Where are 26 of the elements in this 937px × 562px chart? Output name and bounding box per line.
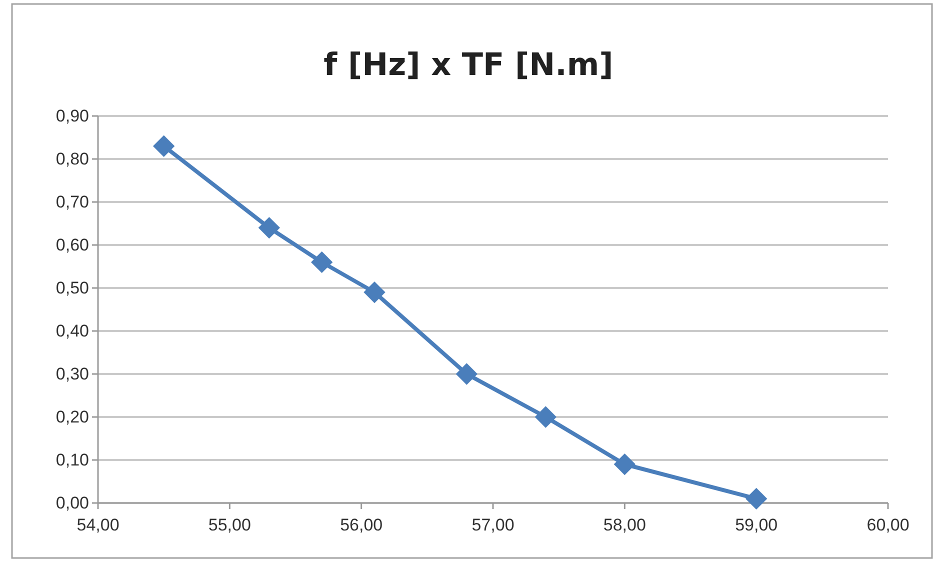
x-tick-label: 58,00	[603, 516, 646, 535]
x-tick-label: 55,00	[208, 516, 251, 535]
point	[258, 216, 280, 239]
y-tick-label: 0,10	[56, 450, 89, 470]
y-tick-label: 0,80	[56, 149, 89, 168]
y-tick-label: 0,90	[56, 106, 89, 126]
x-tick-label: 57,00	[472, 516, 514, 535]
y-tick-label: 0,40	[56, 321, 89, 340]
x-tick-label: 54,00	[76, 516, 120, 535]
y-tick-label: 0,60	[56, 235, 89, 254]
y-tick-label: 0,70	[56, 192, 89, 212]
chart-title: f [Hz] x TF [N.m]	[324, 47, 614, 83]
y-tick-label: 0,50	[56, 278, 89, 298]
y-tick-label: 0,20	[56, 407, 89, 426]
x-tick-label: 56,00	[340, 516, 383, 535]
point	[364, 281, 386, 304]
point	[614, 453, 636, 476]
point	[745, 488, 768, 510]
point	[152, 135, 175, 157]
x-tick-label: 59,00	[735, 516, 778, 535]
point	[310, 251, 333, 274]
point	[534, 406, 557, 428]
y-tick-label: 0,30	[56, 364, 89, 384]
point	[456, 363, 478, 385]
x-tick-label: 60,00	[866, 516, 910, 535]
y-tick-label: 0,00	[56, 493, 89, 512]
